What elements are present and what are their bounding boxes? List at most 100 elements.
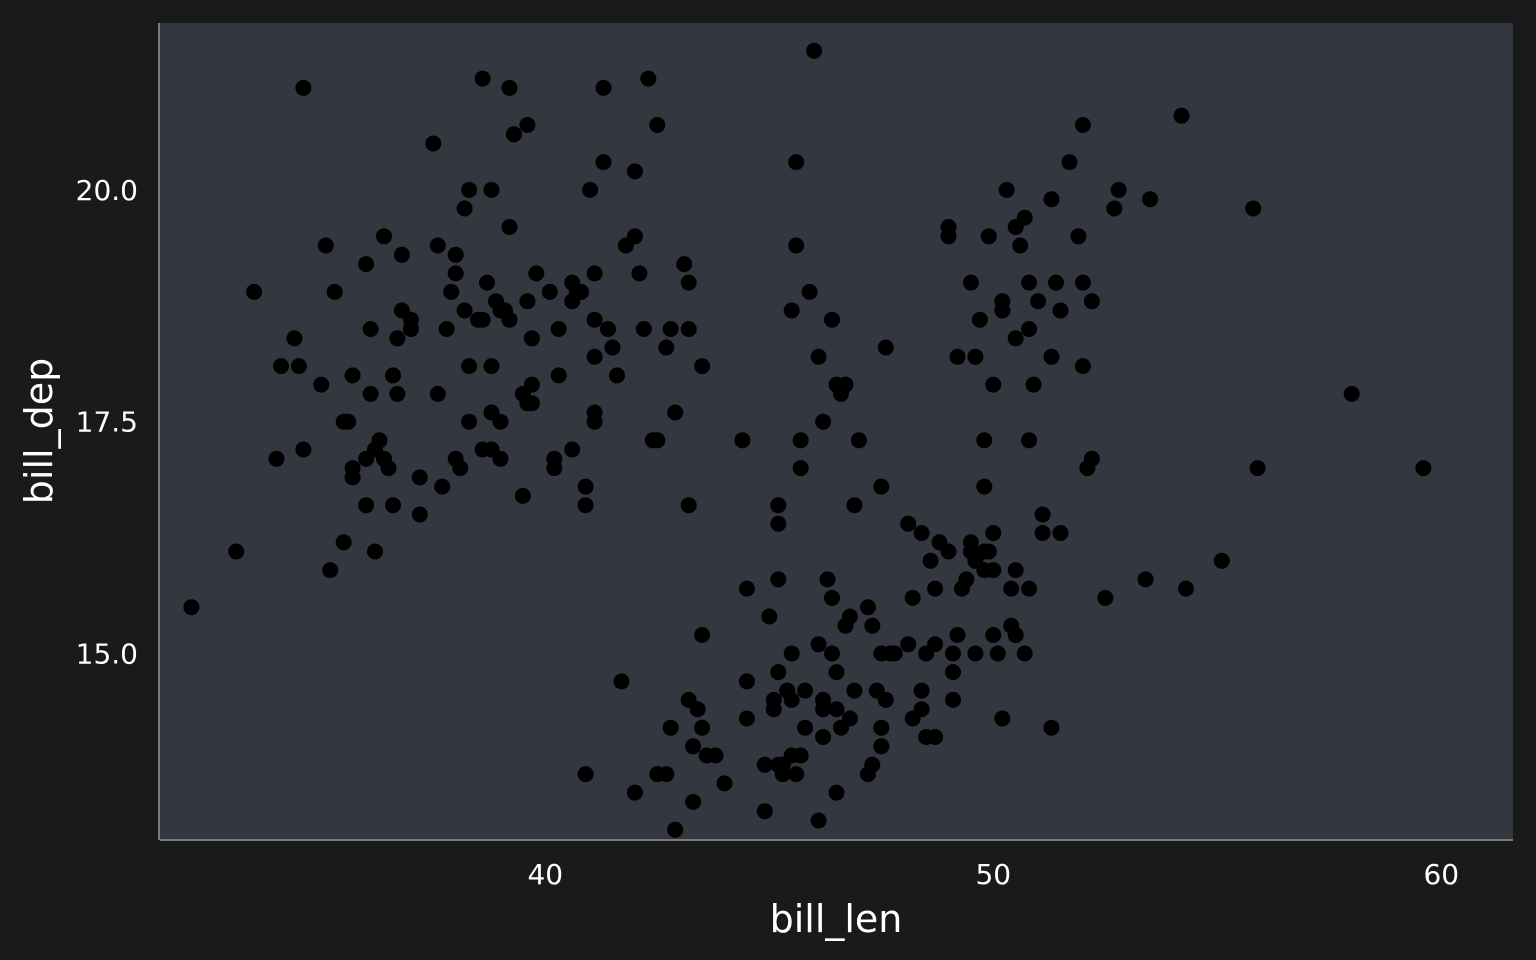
data-point xyxy=(783,691,800,708)
data-point xyxy=(949,348,966,365)
data-point xyxy=(295,79,312,96)
data-point xyxy=(707,747,724,764)
data-point xyxy=(738,710,755,727)
data-point xyxy=(810,636,827,653)
data-point xyxy=(873,719,890,736)
data-point xyxy=(837,376,854,393)
data-point xyxy=(850,432,867,449)
data-point xyxy=(389,385,406,402)
data-point xyxy=(523,376,540,393)
data-point xyxy=(877,339,894,356)
data-point xyxy=(586,348,603,365)
y-tick-label: 15.0 xyxy=(76,638,138,671)
data-point xyxy=(1074,274,1091,291)
data-point xyxy=(586,311,603,328)
data-point xyxy=(913,525,930,541)
y-axis-title: bill_dep xyxy=(17,358,61,504)
data-point xyxy=(738,673,755,690)
data-point xyxy=(680,274,697,291)
data-point xyxy=(326,283,343,300)
y-tick-label: 17.5 xyxy=(76,406,138,439)
data-point xyxy=(792,747,809,764)
data-point xyxy=(550,367,567,384)
data-point xyxy=(797,682,814,699)
data-point xyxy=(945,664,961,681)
data-point xyxy=(989,645,1006,662)
x-axis-title: bill_len xyxy=(770,897,903,941)
data-point xyxy=(447,265,464,282)
data-point xyxy=(586,413,603,430)
data-point xyxy=(676,256,693,273)
data-point xyxy=(819,571,836,588)
data-point xyxy=(998,181,1015,198)
data-point xyxy=(962,534,979,551)
data-point xyxy=(586,265,603,282)
data-point xyxy=(994,302,1011,319)
data-point xyxy=(367,543,383,560)
data-point xyxy=(1137,571,1154,588)
data-point xyxy=(694,358,711,375)
data-point xyxy=(1021,580,1038,597)
data-point xyxy=(1097,589,1114,606)
data-point xyxy=(474,311,491,328)
data-point xyxy=(1016,645,1033,662)
data-point xyxy=(385,497,401,514)
data-point xyxy=(519,293,536,310)
data-point xyxy=(958,571,975,588)
data-point xyxy=(1415,460,1432,477)
data-point xyxy=(770,571,787,588)
data-point xyxy=(358,497,375,514)
data-point xyxy=(411,469,428,486)
data-point xyxy=(662,321,679,337)
data-point xyxy=(595,154,612,171)
data-point xyxy=(694,627,711,643)
data-point xyxy=(1007,330,1024,347)
data-point xyxy=(940,219,957,235)
data-point xyxy=(228,543,245,560)
data-point xyxy=(985,525,1002,541)
data-point xyxy=(971,311,988,328)
data-point xyxy=(976,432,993,449)
data-point xyxy=(1043,719,1060,736)
data-point xyxy=(1249,460,1266,477)
data-point xyxy=(1074,358,1091,375)
data-point xyxy=(371,432,388,449)
data-point xyxy=(788,154,805,171)
data-point xyxy=(429,385,446,402)
data-point xyxy=(685,793,702,810)
data-point xyxy=(461,358,478,375)
data-point xyxy=(344,367,361,384)
data-point xyxy=(1110,181,1127,198)
data-point xyxy=(429,237,446,254)
data-point xyxy=(886,645,903,662)
data-point xyxy=(505,126,522,143)
data-point xyxy=(613,673,630,690)
data-point xyxy=(815,729,832,745)
data-point xyxy=(573,283,590,300)
data-point xyxy=(1025,376,1042,393)
x-tick-label: 50 xyxy=(975,858,1011,891)
data-point xyxy=(492,450,509,467)
data-point xyxy=(734,432,751,449)
data-point xyxy=(317,237,334,254)
x-tick-label: 60 xyxy=(1423,858,1459,891)
data-point xyxy=(246,283,263,300)
data-point xyxy=(680,497,697,514)
data-point xyxy=(824,589,840,606)
data-point xyxy=(980,228,997,245)
data-point xyxy=(828,664,845,681)
data-point xyxy=(662,719,679,736)
data-point xyxy=(1012,237,1029,254)
data-point xyxy=(864,756,881,773)
data-point xyxy=(564,441,581,458)
data-point xyxy=(286,330,303,347)
data-point xyxy=(1343,385,1360,402)
data-point xyxy=(635,321,652,337)
data-point xyxy=(913,701,930,718)
data-point xyxy=(864,617,881,634)
data-point xyxy=(904,589,921,606)
data-point xyxy=(900,515,917,532)
data-point xyxy=(1245,200,1262,217)
data-point xyxy=(425,135,442,152)
data-point xyxy=(841,608,858,625)
